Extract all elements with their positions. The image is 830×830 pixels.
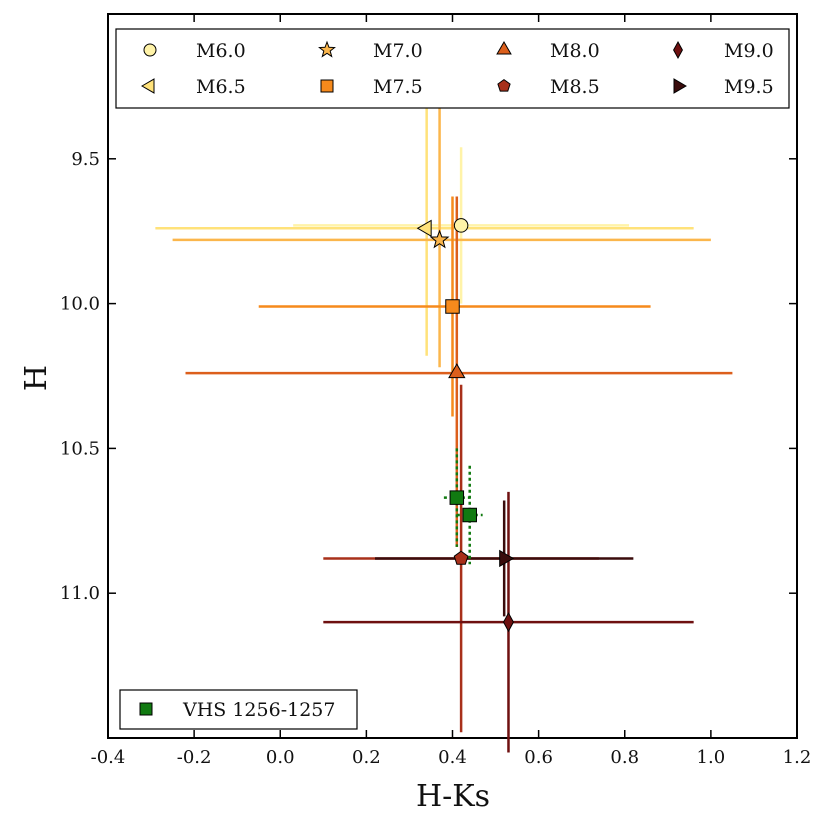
y-tick-label: 10.0: [60, 294, 100, 315]
legend-label-M9.0: M9.0: [724, 40, 774, 62]
legend-label-M8.0: M8.0: [550, 40, 600, 62]
legend-bottom: VHS 1256-1257: [120, 690, 357, 729]
x-tick-label: 1.2: [783, 747, 812, 768]
legend-marker-vhs: [140, 703, 152, 715]
x-tick-label: 0.6: [524, 747, 553, 768]
marker-M7.5: [446, 300, 460, 314]
legend-label-M6.0: M6.0: [196, 40, 246, 62]
legend-marker-M6.0: [144, 44, 156, 56]
x-tick-label: 0.0: [266, 747, 295, 768]
x-tick-label: 0.4: [438, 747, 467, 768]
y-axis-label: H: [19, 365, 54, 391]
x-tick-label: -0.2: [177, 747, 212, 768]
x-axis-label: H-Ks: [416, 779, 490, 814]
legend-top: M6.0 M6.5 M7.0 M7.5 M8.0 M8.5 M9.0 M9.5: [116, 29, 789, 108]
legend-label-M8.5: M8.5: [550, 76, 600, 98]
legend-label-vhs: VHS 1256-1257: [182, 699, 335, 721]
y-tick-label: 11.0: [60, 583, 100, 604]
y-tick-label: 10.5: [60, 438, 100, 459]
legend-label-M9.5: M9.5: [724, 76, 774, 98]
chart: -0.4 -0.2 0.0 0.2 0.4 0.6 0.8 1.0 1.2 9.5 10.0 10.5…: [0, 0, 830, 830]
legend-label-M7.0: M7.0: [373, 40, 423, 62]
marker-M9.5: [500, 551, 514, 567]
marker-M8.5: [454, 551, 468, 564]
legend-label-M6.5: M6.5: [196, 76, 246, 98]
vhs-marker-2: [463, 508, 477, 522]
legend-label-M7.5: M7.5: [373, 76, 423, 98]
x-tick-label: -0.4: [91, 747, 126, 768]
x-tick-label: 0.2: [352, 747, 381, 768]
x-tick-label: 1.0: [697, 747, 726, 768]
marker-M6.5: [418, 220, 432, 236]
marker-M6.0: [454, 219, 468, 233]
vhs-marker-1: [450, 491, 464, 505]
legend-marker-M7.5: [321, 80, 333, 92]
y-tick-label: 9.5: [71, 149, 100, 170]
x-tick-label: 0.8: [610, 747, 639, 768]
